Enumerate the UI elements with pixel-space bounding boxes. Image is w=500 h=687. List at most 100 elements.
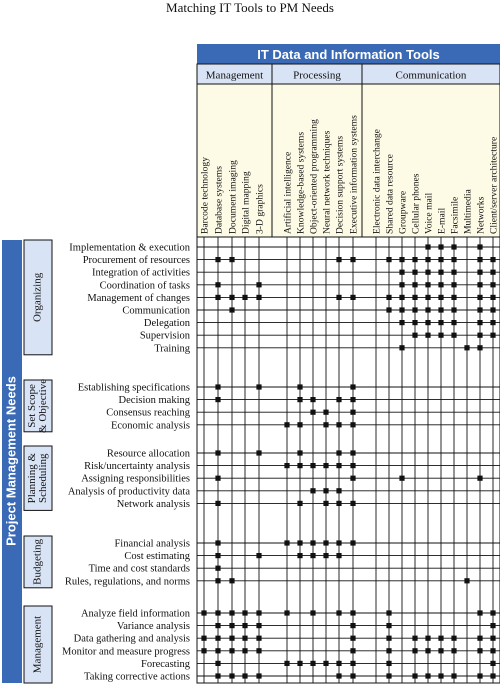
- match-mark: [229, 257, 235, 263]
- match-mark: [451, 307, 457, 313]
- match-mark: [477, 673, 483, 679]
- grid-frame: [196, 236, 500, 684]
- match-mark: [284, 463, 290, 469]
- match-mark: [256, 294, 262, 300]
- need-label: Implementation & execution: [69, 243, 190, 254]
- need-label: Establishing specifications: [78, 383, 190, 394]
- need-label: Financial analysis: [114, 539, 190, 550]
- match-mark: [490, 610, 496, 616]
- column-label: Facsimile: [450, 197, 461, 234]
- match-mark: [350, 610, 356, 616]
- group-header-label: Processing: [293, 70, 341, 82]
- match-mark: [323, 463, 329, 469]
- match-mark: [297, 660, 303, 666]
- match-mark: [490, 257, 496, 263]
- category-label: Budgeting: [32, 538, 44, 584]
- match-mark: [350, 500, 356, 506]
- match-mark: [399, 475, 405, 481]
- match-mark: [284, 610, 290, 616]
- match-mark: [256, 384, 262, 390]
- match-mark: [297, 422, 303, 428]
- category-box: [23, 379, 53, 433]
- need-label: Forecasting: [141, 659, 191, 670]
- match-mark: [350, 450, 356, 456]
- column-label: 3-D graphics: [255, 184, 266, 234]
- match-mark: [215, 475, 221, 481]
- match-mark: [336, 553, 342, 559]
- need-label: Variance analysis: [117, 621, 190, 632]
- match-mark: [215, 282, 221, 288]
- match-mark: [399, 345, 405, 351]
- column-label: Artificial intelligence: [283, 152, 294, 234]
- match-mark: [386, 307, 392, 313]
- match-mark: [477, 475, 483, 481]
- match-mark: [284, 422, 290, 428]
- column-label: Object-oriented programming: [309, 119, 320, 234]
- match-mark: [297, 450, 303, 456]
- category-label: Management: [32, 616, 44, 673]
- need-label: Resource allocation: [107, 449, 191, 460]
- group-header-label: Management: [206, 70, 263, 82]
- match-mark: [438, 294, 444, 300]
- need-label: Delegation: [144, 318, 191, 329]
- match-mark: [215, 294, 221, 300]
- match-mark: [350, 294, 356, 300]
- match-mark: [399, 294, 405, 300]
- match-mark: [297, 397, 303, 403]
- match-mark: [215, 384, 221, 390]
- match-mark: [451, 332, 457, 338]
- need-label: Time and cost standards: [89, 564, 190, 575]
- match-mark: [229, 635, 235, 641]
- match-mark: [490, 269, 496, 275]
- match-mark: [386, 648, 392, 654]
- match-mark: [438, 257, 444, 263]
- match-mark: [477, 244, 483, 250]
- match-mark: [477, 332, 483, 338]
- column-label: Executive information systems: [349, 115, 360, 234]
- match-mark: [490, 307, 496, 313]
- match-mark: [215, 450, 221, 456]
- need-label: Training: [154, 343, 191, 354]
- match-mark: [336, 257, 342, 263]
- match-mark: [336, 422, 342, 428]
- need-label: Economic analysis: [111, 420, 190, 431]
- match-mark: [336, 673, 342, 679]
- match-mark: [464, 578, 470, 584]
- match-mark: [477, 635, 483, 641]
- match-mark: [451, 282, 457, 288]
- column-label: Barcode technology: [200, 157, 211, 234]
- match-mark: [438, 648, 444, 654]
- match-mark: [336, 610, 342, 616]
- match-mark: [350, 648, 356, 654]
- match-mark: [350, 463, 356, 469]
- match-mark: [386, 257, 392, 263]
- column-label: Database systems: [214, 166, 225, 234]
- main-header-bar: [197, 44, 500, 64]
- match-mark: [386, 294, 392, 300]
- main-header-label: IT Data and Information Tools: [257, 47, 439, 62]
- match-mark: [412, 673, 418, 679]
- match-mark: [310, 660, 316, 666]
- match-mark: [438, 673, 444, 679]
- match-mark: [323, 422, 329, 428]
- match-mark: [336, 397, 342, 403]
- need-label: Assigning responsibilities: [81, 474, 190, 485]
- group-header-label: Communication: [396, 70, 467, 82]
- column-label: Electronic data interchange: [372, 129, 383, 234]
- category-box: [23, 535, 53, 589]
- match-mark: [215, 660, 221, 666]
- match-mark: [412, 294, 418, 300]
- match-mark: [256, 450, 262, 456]
- match-mark: [425, 673, 431, 679]
- match-mark: [477, 307, 483, 313]
- match-mark: [477, 320, 483, 326]
- category-label: & Objective: [37, 379, 49, 433]
- need-label: Rules, regulations, and norms: [65, 576, 190, 587]
- match-mark: [464, 345, 470, 351]
- category-label: Set Scope: [26, 384, 38, 428]
- figure-title: Matching IT Tools to PM Needs: [166, 0, 334, 15]
- match-mark: [256, 635, 262, 641]
- match-mark: [386, 610, 392, 616]
- match-mark: [477, 294, 483, 300]
